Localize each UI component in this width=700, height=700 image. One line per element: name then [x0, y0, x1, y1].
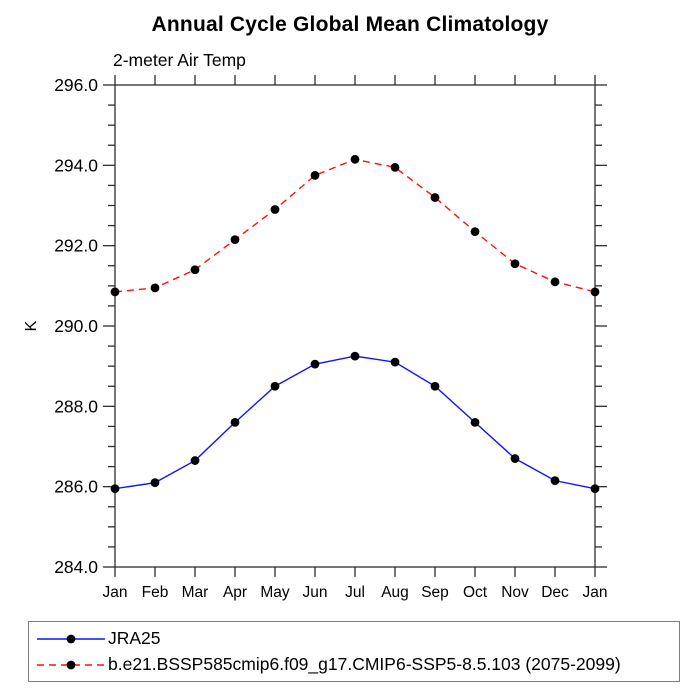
svg-text:Apr: Apr: [223, 584, 247, 601]
series-ssp585: [110, 154, 600, 297]
legend-box: JRA25 b.e21.BSSP585cmip6.f09_g17.CMIP6-S…: [28, 621, 680, 682]
svg-text:296.0: 296.0: [54, 75, 98, 95]
svg-text:286.0: 286.0: [54, 477, 98, 497]
svg-text:Aug: Aug: [381, 584, 409, 601]
legend-label-ssp585: b.e21.BSSP585cmip6.f09_g17.CMIP6-SSP5-8.…: [108, 654, 621, 674]
svg-text:Dec: Dec: [541, 584, 569, 601]
svg-text:May: May: [260, 584, 290, 601]
series-jra25: [110, 351, 600, 494]
chart-title: Annual Cycle Global Mean Climatology: [151, 13, 549, 36]
chart-subtitle: 2-meter Air Temp: [113, 50, 246, 70]
svg-text:Feb: Feb: [142, 584, 169, 601]
axes: [103, 75, 607, 577]
svg-text:Jan: Jan: [583, 584, 608, 601]
svg-text:Mar: Mar: [182, 584, 209, 601]
svg-text:284.0: 284.0: [54, 557, 98, 577]
axis-labels: 296.0 294.0 292.0 290.0 288.0 286.0 284.0 Jan Fe…: [23, 75, 608, 601]
legend-item-ssp585: b.e21.BSSP585cmip6.f09_g17.CMIP6-SSP5-8.…: [35, 652, 679, 678]
legend-line-sample-dashed-icon: [37, 660, 105, 669]
svg-text:Oct: Oct: [463, 584, 488, 601]
svg-text:Jun: Jun: [303, 584, 328, 601]
legend-item-jra25: JRA25: [35, 626, 679, 652]
legend-line-sample-solid-icon: [37, 634, 105, 643]
svg-text:292.0: 292.0: [54, 236, 98, 256]
svg-text:Jul: Jul: [345, 584, 365, 601]
svg-text:290.0: 290.0: [54, 316, 98, 336]
svg-text:Jan: Jan: [103, 584, 128, 601]
legend-label-jra25: JRA25: [108, 628, 161, 648]
svg-text:Sep: Sep: [421, 584, 449, 601]
y-axis-label: K: [23, 320, 40, 331]
svg-text:294.0: 294.0: [54, 155, 98, 175]
svg-text:Nov: Nov: [501, 584, 529, 601]
svg-text:288.0: 288.0: [54, 396, 98, 416]
